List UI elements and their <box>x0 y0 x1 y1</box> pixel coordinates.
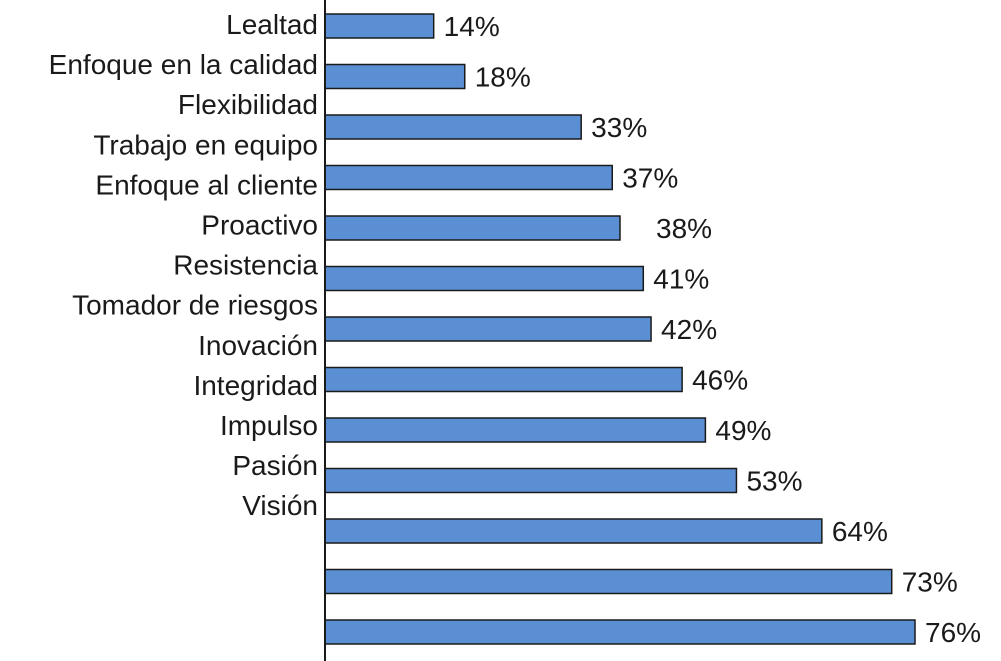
data-label: 14% <box>444 11 500 42</box>
data-label: 76% <box>925 617 981 648</box>
category-label: Trabajo en equipo <box>93 129 318 160</box>
bar <box>324 114 582 140</box>
category-label: Lealtad <box>226 9 318 40</box>
category-label: Impulso <box>220 410 318 441</box>
data-label: 49% <box>715 415 771 446</box>
category-label: Integridad <box>193 370 318 401</box>
category-label: Tomador de riesgos <box>72 290 318 321</box>
bar <box>324 13 435 39</box>
bar <box>324 366 683 393</box>
data-label: 64% <box>832 516 888 547</box>
bar <box>324 215 621 241</box>
category-label: Proactivo <box>201 210 318 241</box>
data-label: 46% <box>692 365 748 396</box>
data-label: 53% <box>746 466 802 497</box>
data-label: 37% <box>622 163 678 194</box>
bar <box>324 316 652 342</box>
bar <box>324 417 707 443</box>
data-label: 42% <box>661 314 717 345</box>
bar <box>324 619 916 645</box>
data-label: 38% <box>656 213 712 244</box>
data-label: 33% <box>591 112 647 143</box>
bar <box>324 467 738 494</box>
category-label: Flexibilidad <box>178 89 318 120</box>
category-label: Pasión <box>232 450 318 481</box>
category-label: Enfoque en la calidad <box>49 49 318 80</box>
bar <box>324 568 893 595</box>
data-label: 41% <box>653 264 709 295</box>
data-label: 73% <box>902 567 958 598</box>
data-label: 18% <box>475 62 531 93</box>
category-label: Resistencia <box>173 250 318 281</box>
bar <box>324 164 613 191</box>
bar <box>324 518 823 544</box>
category-label: Visión <box>242 490 318 521</box>
bar <box>324 265 645 292</box>
category-label: Inovación <box>198 330 318 361</box>
bar <box>324 63 466 90</box>
category-label: Enfoque al cliente <box>95 169 318 200</box>
